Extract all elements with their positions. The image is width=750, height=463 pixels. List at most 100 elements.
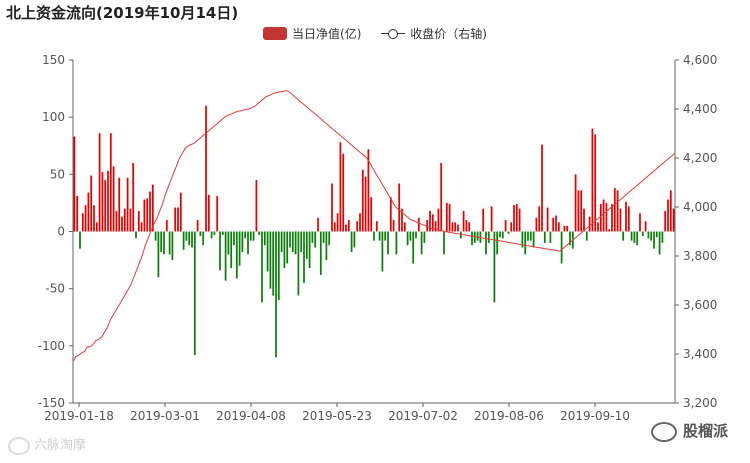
bar: [389, 197, 392, 232]
bar: [664, 210, 667, 232]
watermark-right-text: 股榴派: [682, 422, 728, 440]
bar: [602, 199, 605, 232]
bar: [658, 231, 661, 255]
bar: [569, 231, 571, 246]
bar: [303, 231, 305, 283]
bar: [118, 177, 121, 232]
bar: [493, 231, 496, 303]
bar: [213, 231, 216, 235]
bar: [168, 231, 171, 255]
bar: [577, 190, 580, 232]
bar: [73, 136, 76, 232]
bar: [165, 220, 168, 232]
bar: [644, 221, 647, 232]
bar: [566, 225, 569, 232]
bar: [275, 231, 277, 358]
bar: [417, 217, 420, 232]
bar: [79, 231, 81, 249]
bar: [630, 231, 633, 241]
bar: [672, 208, 675, 232]
bar: [451, 222, 454, 232]
bar: [249, 231, 252, 241]
bar: [322, 231, 325, 243]
bar: [202, 231, 205, 246]
bar: [496, 231, 499, 255]
left-tick-label: -50: [45, 282, 65, 296]
bar: [541, 144, 543, 232]
bar: [328, 231, 331, 246]
bar: [157, 231, 160, 278]
bar: [546, 207, 549, 232]
bar: [154, 231, 157, 241]
bar: [473, 231, 476, 243]
bar: [510, 222, 513, 232]
bar: [434, 221, 437, 232]
bar: [286, 231, 289, 264]
bar: [238, 231, 241, 266]
bar: [331, 183, 333, 232]
right-tick-label: 4,400: [683, 102, 717, 116]
bar: [515, 204, 518, 232]
right-tick-label: 4,200: [683, 151, 717, 165]
bar: [224, 231, 227, 281]
bar: [135, 231, 137, 239]
bar: [261, 231, 263, 303]
watermark-left-text: 六脉淘摩: [34, 438, 87, 453]
bar: [361, 169, 364, 232]
x-tick-label: 2019-08-06: [474, 409, 544, 423]
bar: [280, 231, 283, 253]
bar: [504, 220, 507, 232]
bar: [305, 231, 308, 259]
legend-line-swatch: [381, 27, 406, 40]
bar: [524, 231, 527, 255]
bar: [289, 231, 291, 248]
bar-series: [73, 105, 675, 358]
bar: [179, 192, 182, 232]
legend-item-line[interactable]: 收盘价（右轴): [381, 25, 487, 42]
x-tick-label: 2019-07-02: [388, 409, 458, 423]
tick-labels: 150 100 50 0 -50 -100 -150 4,600 4,400 4,200 4,000…: [38, 53, 718, 423]
bar: [311, 231, 314, 243]
bar: [415, 231, 417, 239]
bar: [263, 231, 266, 246]
bar: [580, 190, 583, 232]
bar: [109, 133, 112, 232]
legend-line-label: 收盘价（右轴): [410, 27, 487, 41]
bar: [101, 172, 104, 232]
bar: [294, 231, 297, 255]
bar: [611, 204, 613, 232]
bar: [140, 222, 143, 232]
bar: [339, 142, 342, 232]
bar: [527, 231, 529, 241]
legend-bar-label: 当日净值(亿): [292, 27, 362, 41]
bar: [585, 231, 588, 241]
bar: [160, 231, 163, 253]
bar: [409, 231, 412, 241]
bar: [356, 221, 359, 232]
bar: [412, 231, 415, 264]
bar: [608, 229, 611, 232]
bar: [381, 231, 384, 272]
left-tick-label: 50: [50, 167, 65, 181]
bar: [563, 225, 566, 232]
left-tick-label: -150: [38, 396, 65, 410]
bar: [583, 208, 585, 232]
bar: [552, 217, 555, 232]
legend-item-bar[interactable]: 当日净值(亿): [263, 25, 361, 42]
bar: [538, 206, 541, 232]
bar: [353, 231, 356, 248]
bar: [90, 175, 93, 232]
bar: [482, 208, 485, 232]
bar: [255, 180, 258, 232]
bar: [429, 210, 431, 232]
bar: [459, 231, 462, 239]
x-tick-label: 2019-03-01: [130, 409, 200, 423]
bar: [532, 231, 535, 248]
bar: [650, 231, 653, 241]
bar: [403, 222, 406, 232]
bar: [188, 231, 191, 246]
bar: [591, 128, 594, 232]
bar: [462, 210, 465, 232]
bar: [230, 231, 233, 269]
